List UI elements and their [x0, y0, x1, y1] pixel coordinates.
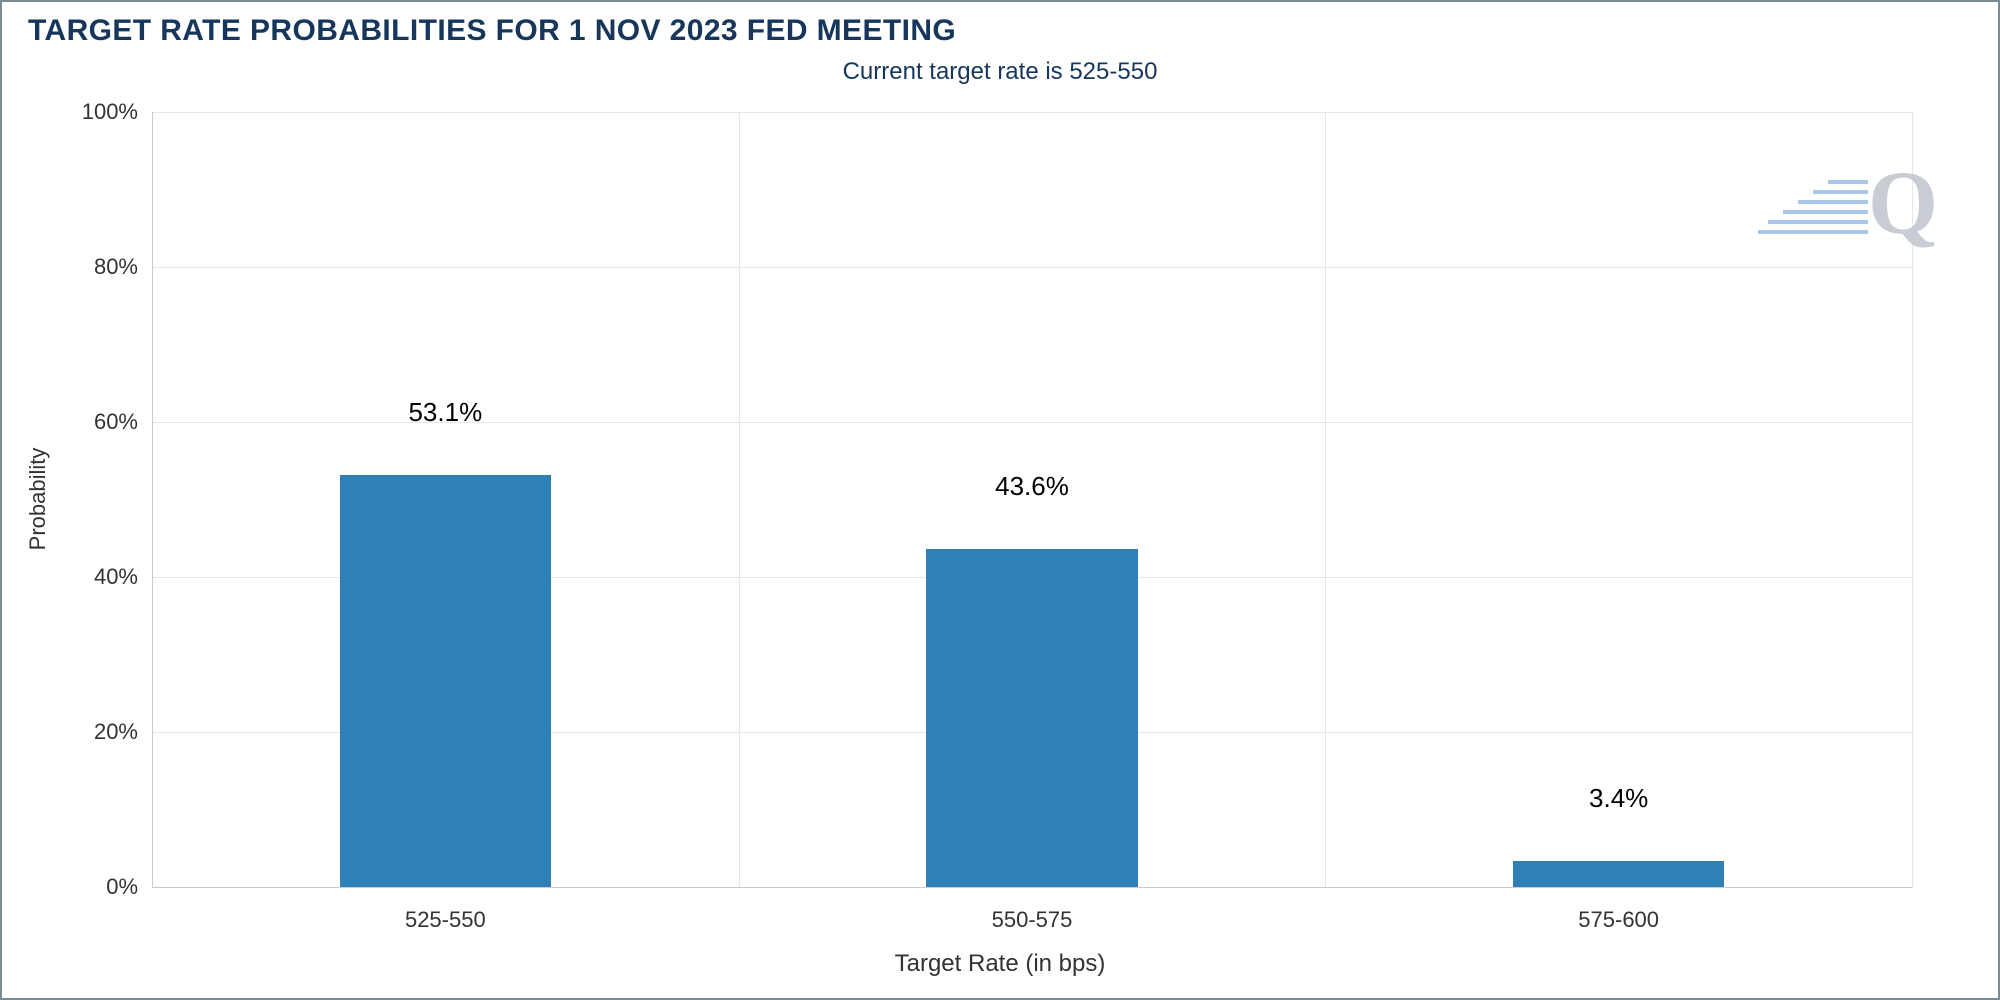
y-axis-title: Probability [25, 448, 51, 551]
x-tick-label: 550-575 [992, 907, 1073, 933]
x-tick-label: 525-550 [405, 907, 486, 933]
chart-title: TARGET RATE PROBABILITIES FOR 1 NOV 2023… [28, 14, 956, 48]
x-tick-label: 575-600 [1578, 907, 1659, 933]
y-tick-label: 80% [8, 254, 138, 280]
y-tick-label: 0% [8, 874, 138, 900]
gridline [152, 267, 1912, 268]
y-tick-label: 60% [8, 409, 138, 435]
bar-value-label: 3.4% [1589, 783, 1648, 822]
bar-value-label: 53.1% [408, 397, 482, 436]
bar [926, 549, 1137, 887]
bar [340, 475, 551, 887]
y-axis-line [152, 112, 153, 887]
x-axis-title: Target Rate (in bps) [2, 950, 1998, 978]
grid-vline [1325, 112, 1326, 887]
chart-subtitle: Current target rate is 525-550 [2, 58, 1998, 86]
gridline [152, 112, 1912, 113]
grid-vline [739, 112, 740, 887]
chart-frame: TARGET RATE PROBABILITIES FOR 1 NOV 2023… [0, 0, 2000, 1000]
grid-vline [1912, 112, 1913, 887]
y-tick-label: 40% [8, 564, 138, 590]
y-tick-label: 100% [8, 99, 138, 125]
bar-value-label: 43.6% [995, 471, 1069, 510]
x-axis-line [152, 887, 1912, 888]
bar [1513, 861, 1724, 887]
plot-area: 53.1% 43.6% 3.4% [152, 112, 1912, 887]
y-tick-label: 20% [8, 719, 138, 745]
